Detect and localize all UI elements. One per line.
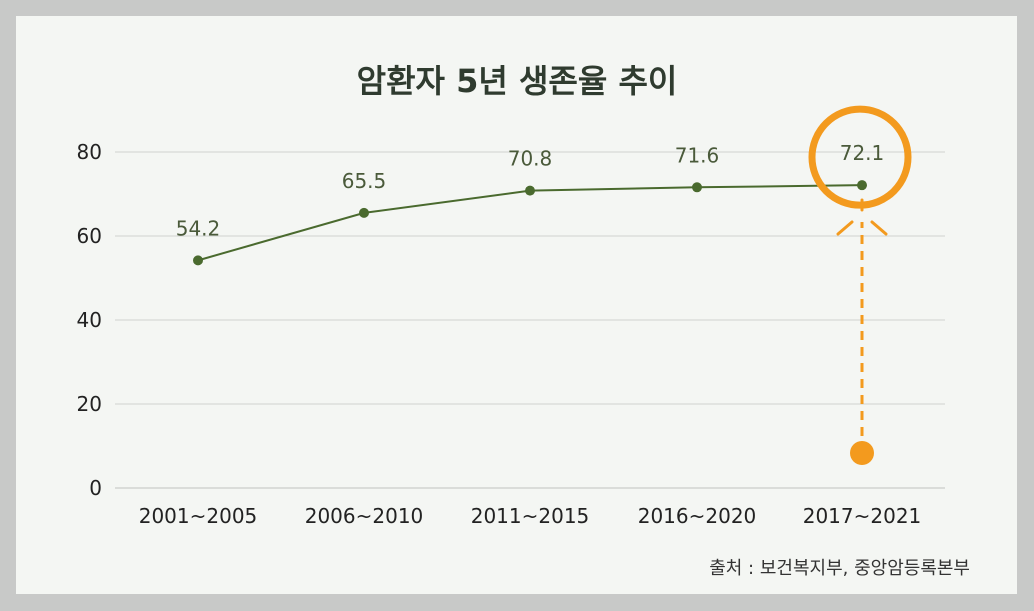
chart-title: 암환자 5년 생존율 추이 <box>357 62 678 100</box>
data-point <box>857 180 867 191</box>
x-tick-label: 2001~2005 <box>139 504 258 528</box>
y-tick-label: 0 <box>89 476 102 500</box>
y-tick-label: 80 <box>77 140 102 164</box>
data-point <box>193 255 203 266</box>
x-axis: 2001~2005 2006~2010 2011~2015 2016~2020 2017… <box>139 504 922 528</box>
y-axis: 0 20 40 60 80 <box>77 140 102 500</box>
y-tick-label: 20 <box>77 392 102 416</box>
x-tick-label: 2006~2010 <box>305 504 424 528</box>
data-label: 70.8 <box>508 147 553 171</box>
data-point <box>359 207 369 218</box>
arrow-head-left <box>836 220 854 236</box>
x-tick-label: 2016~2020 <box>638 504 757 528</box>
gridlines <box>115 151 945 489</box>
data-point <box>525 185 535 196</box>
source-note: 출처 : 보건복지부, 중앙암등록본부 <box>709 558 970 579</box>
data-point <box>692 182 702 193</box>
arrow-head-right <box>870 220 888 236</box>
data-label: 72.1 <box>840 141 885 165</box>
data-label: 54.2 <box>176 216 221 240</box>
data-label: 71.6 <box>675 143 720 167</box>
highlight-ring <box>808 105 912 209</box>
data-label: 65.5 <box>342 169 387 193</box>
series-survival-rate: 54.2 65.5 70.8 71.6 72.1 <box>176 141 885 266</box>
highlight-annotation <box>808 105 912 465</box>
x-tick-label: 2011~2015 <box>471 504 590 528</box>
x-tick-label: 2017~2021 <box>803 504 922 528</box>
y-tick-label: 60 <box>77 224 102 248</box>
series-line <box>197 184 863 262</box>
arrow-origin-dot <box>850 441 874 465</box>
y-tick-label: 40 <box>77 308 102 332</box>
